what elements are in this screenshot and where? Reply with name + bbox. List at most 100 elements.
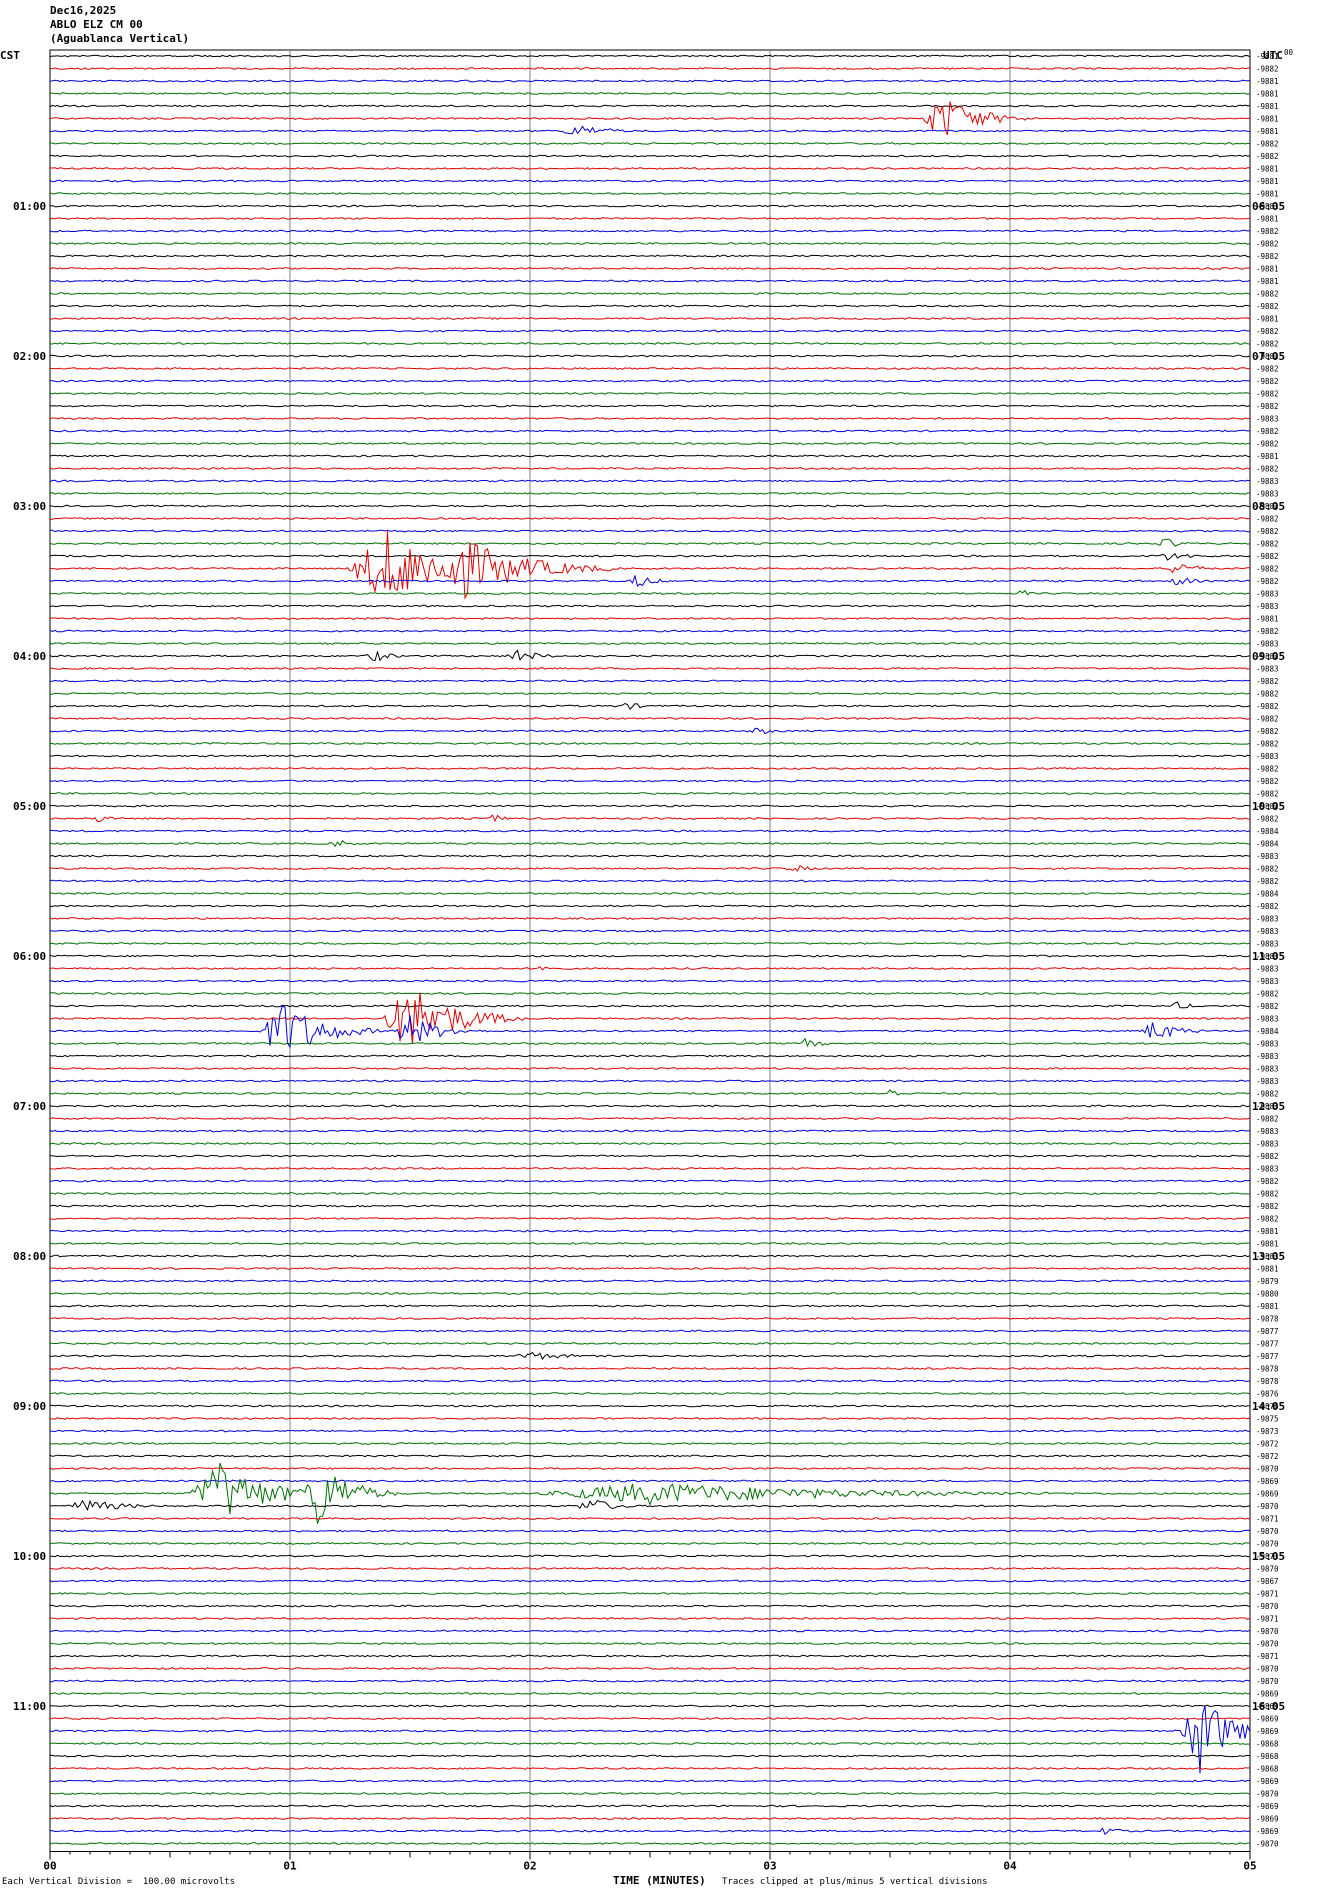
x-tick-label: 02 [523, 1860, 536, 1873]
trace-level-label: -9882 [1256, 140, 1279, 149]
trace-113 [49, 1467, 1251, 1470]
trace-level-label: -9882 [1256, 152, 1279, 161]
trace-2 [49, 79, 1251, 83]
trace-level-label: -9882 [1256, 552, 1279, 561]
trace-level-label: -9881 [1256, 115, 1279, 124]
left-hour-label: 07:00 [13, 1100, 46, 1113]
right-hour-label: 09:05 [1252, 650, 1285, 663]
trace-level-label: -9883 [1256, 477, 1279, 486]
trace-level-label: -9882 [1256, 1215, 1279, 1224]
trace-level-label: -9871 [1256, 1590, 1279, 1599]
trace-level-label: -9881 [1256, 177, 1279, 186]
trace-125 [49, 1617, 1251, 1620]
trace-level-label: -9884 [1256, 1027, 1279, 1036]
trace-level-label: -9883 [1256, 1065, 1279, 1074]
trace-127 [49, 1642, 1251, 1645]
trace-77 [49, 992, 1251, 1045]
trace-9 [50, 167, 1251, 170]
trace-138 [49, 1779, 1251, 1783]
trace-12 [49, 204, 1251, 208]
trace-17 [49, 267, 1251, 270]
trace-91 [49, 1192, 1250, 1195]
trace-level-label: -9871 [1256, 1515, 1279, 1524]
trace-1 [49, 67, 1251, 70]
trace-20 [49, 304, 1251, 308]
trace-13 [49, 217, 1251, 220]
left-hour-label: 09:00 [13, 1400, 46, 1413]
trace-level-label: -9882 [1256, 227, 1279, 236]
trace-15 [49, 242, 1251, 245]
trace-93 [49, 1217, 1251, 1220]
trace-131 [49, 1692, 1251, 1695]
trace-102 [50, 1329, 1251, 1333]
trace-97 [49, 1267, 1251, 1270]
trace-level-label: -9881 [1256, 52, 1279, 61]
trace-level-label: -9878 [1256, 1315, 1279, 1324]
trace-level-label: -9870 [1256, 1527, 1279, 1536]
chart-location: (Aguablanca Vertical) [50, 32, 190, 45]
trace-136 [49, 1754, 1251, 1758]
right-hour-label: 08:05 [1252, 500, 1285, 513]
trace-level-label: -9882 [1256, 465, 1279, 474]
trace-level-label: -9883 [1256, 915, 1279, 924]
trace-34 [49, 479, 1251, 483]
trace-level-label: -9869 [1256, 1815, 1279, 1824]
trace-level-label: -9883 [1256, 1165, 1279, 1174]
trace-110 [49, 1429, 1251, 1433]
trace-level-label: -9884 [1256, 827, 1279, 836]
trace-level-label: -9882 [1256, 865, 1279, 874]
x-tick-label: 05 [1243, 1860, 1256, 1873]
trace-level-label: -9882 [1256, 902, 1279, 911]
trace-133 [49, 1717, 1251, 1720]
trace-level-label: -9882 [1256, 565, 1279, 574]
trace-143 [49, 1842, 1251, 1845]
x-tick-label: 01 [283, 1860, 297, 1873]
trace-level-label: -9876 [1256, 1390, 1279, 1399]
trace-8 [49, 154, 1251, 158]
trace-level-label: -9870 [1256, 1665, 1279, 1674]
trace-level-label: -9882 [1256, 352, 1279, 361]
trace-level-label: -9882 [1256, 327, 1279, 336]
trace-107 [49, 1392, 1251, 1395]
trace-level-label: -9883 [1256, 952, 1279, 961]
trace-49 [49, 667, 1251, 670]
trace-81 [49, 1067, 1251, 1070]
trace-level-label: -9882 [1256, 1002, 1279, 1011]
trace-82 [49, 1079, 1251, 1083]
trace-134 [49, 1705, 1251, 1774]
trace-level-label: -9879 [1256, 1277, 1279, 1286]
trace-level-label: -9882 [1256, 502, 1279, 511]
trace-level-label: -9883 [1256, 1127, 1279, 1136]
trace-100 [49, 1304, 1251, 1308]
trace-96 [49, 1254, 1251, 1258]
trace-level-label: -9883 [1256, 1040, 1279, 1049]
trace-level-label: -9882 [1256, 740, 1279, 749]
trace-level-label: -9870 [1256, 1565, 1279, 1574]
trace-98 [49, 1279, 1251, 1283]
trace-23 [49, 342, 1251, 345]
trace-level-label: -9882 [1256, 1090, 1279, 1099]
trace-121 [49, 1567, 1250, 1570]
trace-111 [49, 1442, 1251, 1445]
trace-level-label: -9883 [1256, 590, 1279, 599]
trace-level-label: -9870 [1256, 1465, 1279, 1474]
trace-76 [49, 1001, 1251, 1009]
trace-level-label: -9882 [1256, 290, 1279, 299]
chart-date: Dec16,2025 [50, 4, 117, 17]
trace-31 [49, 442, 1251, 445]
trace-7 [49, 142, 1251, 145]
trace-79 [49, 1037, 1251, 1048]
trace-level-label: -9881 [1256, 90, 1279, 99]
trace-109 [49, 1417, 1251, 1420]
trace-114 [49, 1479, 1251, 1483]
trace-142 [49, 1827, 1251, 1836]
trace-5 [49, 101, 1251, 136]
trace-level-label: -9883 [1256, 1077, 1279, 1086]
trace-66 [49, 879, 1251, 883]
trace-128 [49, 1654, 1251, 1658]
trace-level-label: -9883 [1256, 602, 1279, 611]
trace-level-label: -9877 [1256, 1352, 1279, 1361]
trace-level-label: -9882 [1256, 677, 1279, 686]
x-tick-label: 04 [1003, 1860, 1017, 1873]
